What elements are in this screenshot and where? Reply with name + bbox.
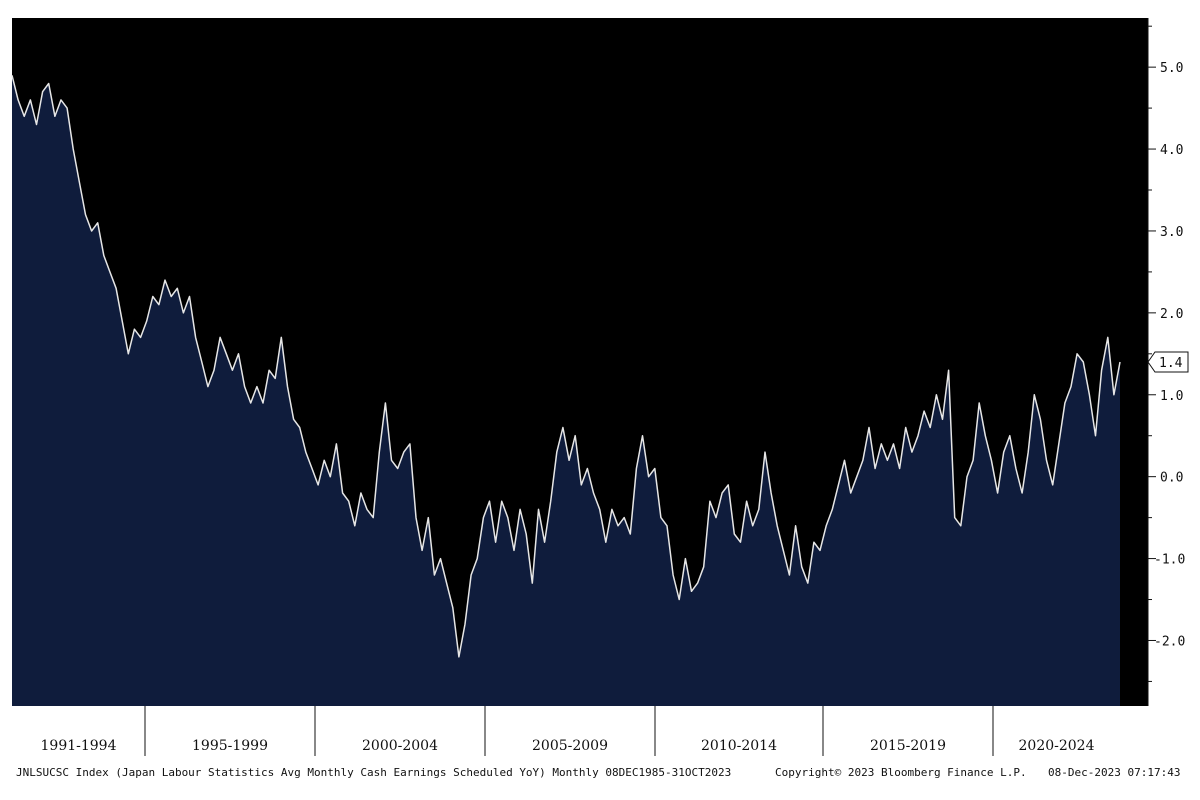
y-tick-label: 0.0 <box>1160 471 1183 486</box>
x-axis: 1991-1994 1995-1999 2000-2004 2005-2009 2010… <box>41 706 1095 756</box>
y-tick-label: 1.0 <box>1160 389 1183 404</box>
y-tick-label: -2.0 <box>1154 634 1185 649</box>
y-tick-label: 5.0 <box>1160 61 1183 76</box>
copyright-text: Copyright© 2023 Bloomberg Finance L.P. <box>775 766 1027 779</box>
x-period-label: 2015-2019 <box>870 738 946 754</box>
series-area-fill <box>12 75 1120 707</box>
y-tick-label: -1.0 <box>1154 553 1185 568</box>
x-period-label: 2010-2014 <box>701 738 777 754</box>
ticker-description: JNLSUCSC Index (Japan Labour Statistics … <box>16 766 731 779</box>
timestamp-text: 08-Dec-2023 07:17:43 <box>1048 766 1180 779</box>
x-period-label: 2020-2024 <box>1019 738 1095 754</box>
x-period-label: 2000-2004 <box>362 738 438 754</box>
y-tick-label: 4.0 <box>1160 143 1183 158</box>
series-line <box>11 75 1121 658</box>
x-period-label: 2005-2009 <box>532 738 608 754</box>
last-value-label: 1.4 <box>1159 356 1183 371</box>
y-tick-label: 2.0 <box>1160 307 1183 322</box>
x-period-label: 1991-1994 <box>41 738 117 754</box>
x-period-label: 1995-1999 <box>192 738 268 754</box>
last-value-marker: 1.4 <box>1147 351 1189 373</box>
y-tick-label: 3.0 <box>1160 225 1183 240</box>
last-value-box <box>1147 351 1189 373</box>
